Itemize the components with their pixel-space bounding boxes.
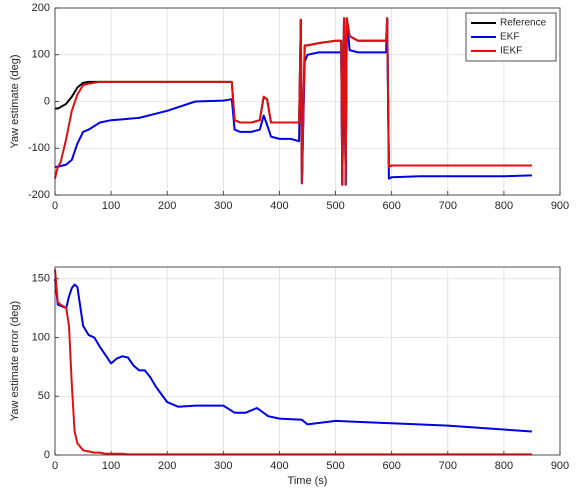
x-tick-label: 0: [52, 460, 58, 472]
x-axis-label: Time (s): [288, 475, 328, 487]
x-tick-label: 200: [158, 460, 176, 472]
axes-frame: [54, 7, 561, 196]
x-tick-label: 900: [551, 460, 569, 472]
series-line: [54, 278, 532, 433]
y-tick-label: 100: [32, 49, 50, 61]
series-line: [54, 17, 532, 186]
x-tick-label: 600: [382, 200, 400, 212]
y-tick-label: -100: [28, 142, 50, 154]
x-tick-label: 500: [326, 460, 344, 472]
y-tick-label: 0: [44, 449, 50, 461]
y-tick-label: 150: [32, 273, 50, 285]
x-tick-label: 100: [102, 200, 120, 212]
y-axis-label: Yaw estimate (deg): [9, 55, 21, 149]
x-tick-label: 300: [214, 200, 232, 212]
x-tick-label: 800: [495, 200, 513, 212]
y-tick-label: 200: [32, 2, 50, 14]
x-tick-label: 300: [214, 460, 232, 472]
x-tick-label: 900: [551, 200, 569, 212]
axes-frame: [54, 266, 561, 456]
x-tick-label: 400: [270, 200, 288, 212]
series-line: [54, 269, 532, 456]
x-tick-label: 200: [158, 200, 176, 212]
x-tick-label: 600: [382, 460, 400, 472]
legend-label: Reference: [500, 18, 547, 29]
y-tick-label: 100: [32, 331, 50, 343]
y-tick-label: -200: [28, 189, 50, 201]
x-tick-label: 800: [495, 460, 513, 472]
x-tick-label: 400: [270, 460, 288, 472]
x-tick-label: 700: [439, 460, 457, 472]
series-line: [55, 17, 532, 186]
y-axis-label: Yaw estimate error (deg): [9, 301, 21, 421]
x-tick-label: 0: [52, 200, 58, 212]
y-tick-label: 50: [38, 390, 50, 402]
x-tick-label: 700: [439, 200, 457, 212]
legend-label: EKF: [500, 32, 519, 43]
y-tick-label: 0: [44, 95, 50, 107]
x-tick-label: 100: [102, 460, 120, 472]
legend-label: IEKF: [500, 46, 522, 57]
x-tick-label: 500: [326, 200, 344, 212]
